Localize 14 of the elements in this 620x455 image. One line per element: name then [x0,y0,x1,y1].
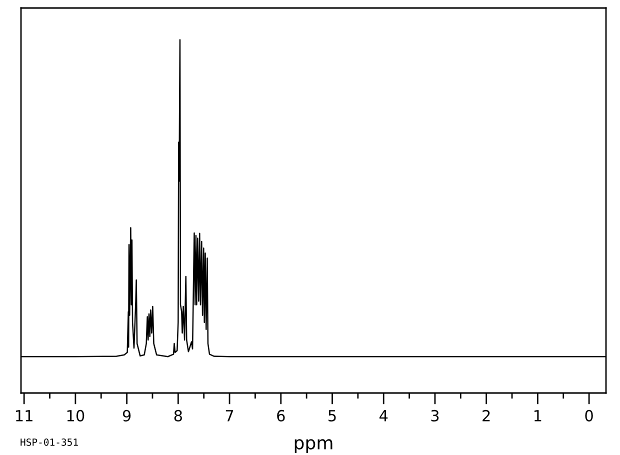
x-tick-label: 10 [67,410,84,422]
x-tick-label: 1 [534,410,542,422]
x-tick-label: 2 [482,410,490,422]
x-tick-label: 5 [328,410,336,422]
x-tick-label: 11 [16,410,32,422]
x-tick-label: 3 [431,410,439,422]
x-tick-label: 6 [277,410,285,422]
x-tick-label: 7 [226,410,234,422]
x-axis-title: ppm [294,439,332,454]
text: HSP-01-351 [20,438,78,446]
x-tick-label: 9 [122,410,131,422]
x-tick-label: 8 [174,410,182,422]
x-tick-label: 0 [585,410,593,422]
x-tick-label: 4 [379,410,388,422]
